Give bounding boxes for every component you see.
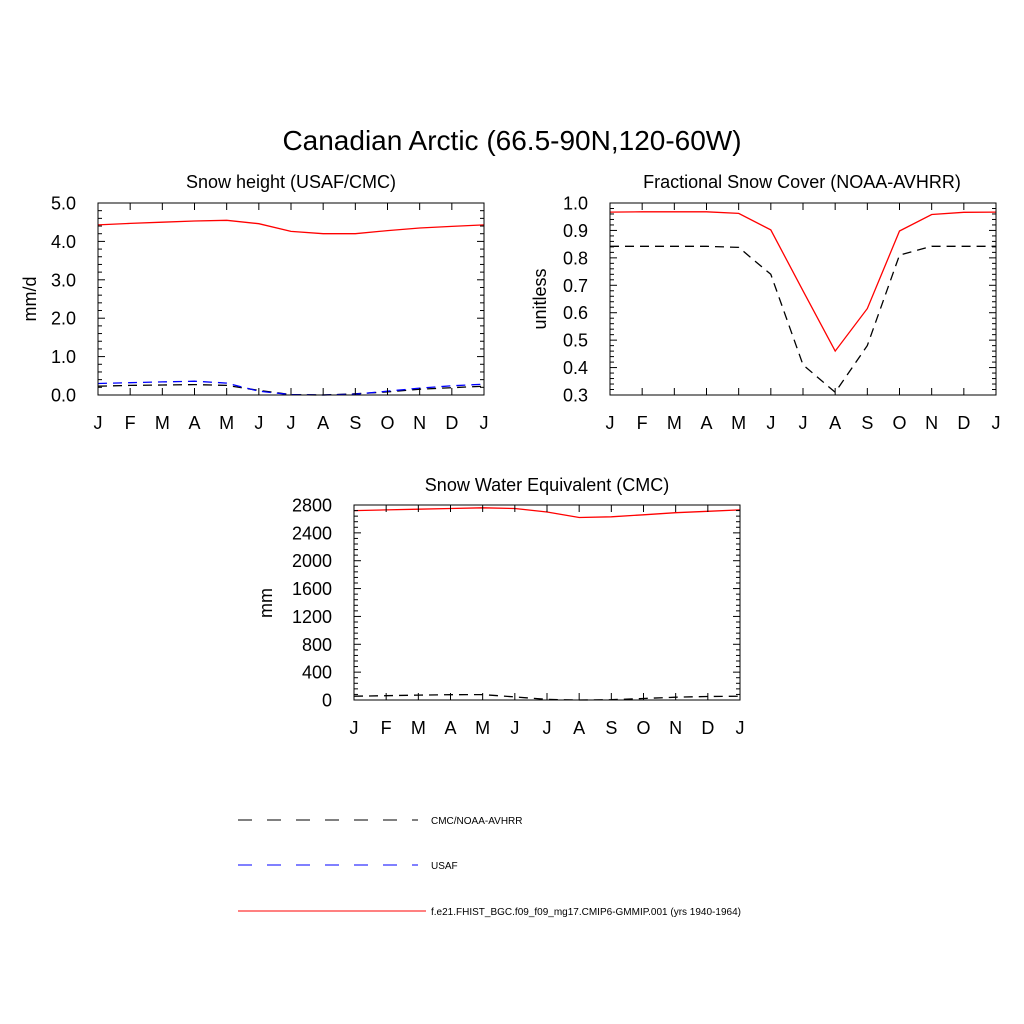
legend-entry-cmc: CMC/NOAA-AVHRR [238,816,522,827]
x-tick-label: M [219,413,234,433]
y-tick-label: 2000 [292,551,332,571]
legend-entry-model: f.e21.FHIST_BGC.f09_f09_mg17.CMIP6-GMMIP… [238,907,741,918]
panel-title: Snow Water Equivalent (CMC) [425,475,669,495]
legend-entry-usaf: USAF [238,861,458,872]
x-tick-label: F [125,413,136,433]
x-tick-label: J [799,413,808,433]
y-tick-label: 0.4 [563,358,588,378]
x-tick-label: A [188,413,200,433]
x-tick-label: A [573,718,585,738]
x-tick-label: M [155,413,170,433]
legend-label: USAF [431,861,458,872]
y-tick-label: 4.0 [51,232,76,252]
x-tick-label: D [957,413,970,433]
series-line-cmc-noaa-avhrr [610,245,996,394]
series-line-f-e21-fhist-bgc-f09-f09-mg17-cmip6-gmmip-001 [97,219,485,235]
y-tick-label: 2400 [292,523,332,543]
x-tick-label: D [701,718,714,738]
x-tick-label: A [317,413,329,433]
series-line-f-e21-fhist-bgc-f09-f09-mg17-cmip6-gmmip-001 [609,211,997,353]
x-tick-label: J [736,718,745,738]
x-tick-label: M [667,413,682,433]
y-tick-label: 1.0 [51,347,76,367]
plot-frame [609,202,997,396]
y-axis-label: mm/d [20,277,40,322]
y-tick-label: 5.0 [51,194,76,214]
x-tick-label: M [411,718,426,738]
x-tick-label: J [350,718,359,738]
x-tick-label: J [510,718,519,738]
x-tick-label: A [829,413,841,433]
y-tick-label: 1600 [292,579,332,599]
y-tick-label: 0.5 [563,331,588,351]
x-tick-label: J [766,413,775,433]
x-tick-label: S [349,413,361,433]
y-tick-label: 1.0 [563,194,588,214]
x-tick-label: J [992,413,1001,433]
x-tick-label: A [700,413,712,433]
y-tick-label: 800 [302,635,332,655]
x-tick-label: F [381,718,392,738]
x-tick-label: J [606,413,615,433]
x-tick-label: M [475,718,490,738]
y-tick-label: 400 [302,663,332,683]
x-tick-label: A [444,718,456,738]
x-tick-label: J [287,413,296,433]
x-tick-label: J [94,413,103,433]
legend: CMC/NOAA-AVHRR USAF f.e21.FHIST_BGC.f09_… [238,816,741,918]
x-tick-label: S [861,413,873,433]
x-tick-label: J [254,413,263,433]
panel-fractional-snow-cover: Fractional Snow Cover (NOAA-AVHRR) unitl… [530,172,1001,433]
panel-title: Fractional Snow Cover (NOAA-AVHRR) [643,172,961,192]
y-tick-label: 3.0 [51,270,76,290]
y-tick-label: 2800 [292,496,332,516]
x-tick-label: O [892,413,906,433]
y-tick-label: 0.6 [563,303,588,323]
y-tick-label: 2.0 [51,309,76,329]
y-axis-label: mm [256,588,276,618]
x-tick-label: D [445,413,458,433]
x-tick-label: M [731,413,746,433]
x-tick-label: J [480,413,489,433]
x-tick-label: N [413,413,426,433]
x-tick-label: O [636,718,650,738]
y-tick-label: 0 [322,691,332,711]
y-tick-label: 1200 [292,607,332,627]
y-tick-label: 0.7 [563,276,588,296]
x-tick-label: N [925,413,938,433]
x-tick-label: J [543,718,552,738]
y-axis-label: unitless [530,268,550,329]
y-tick-label: 0.9 [563,221,588,241]
legend-label: CMC/NOAA-AVHRR [431,816,522,827]
panel-title: Snow height (USAF/CMC) [186,172,396,192]
figure-title: Canadian Arctic (66.5-90N,120-60W) [282,125,741,156]
y-tick-label: 0.0 [51,386,76,406]
plot-frame [353,504,741,701]
legend-label: f.e21.FHIST_BGC.f09_f09_mg17.CMIP6-GMMIP… [431,907,741,918]
x-tick-label: O [380,413,394,433]
x-tick-label: S [605,718,617,738]
x-tick-label: N [669,718,682,738]
y-tick-label: 0.8 [563,248,588,268]
x-tick-label: F [637,413,648,433]
y-tick-label: 0.3 [563,386,588,406]
